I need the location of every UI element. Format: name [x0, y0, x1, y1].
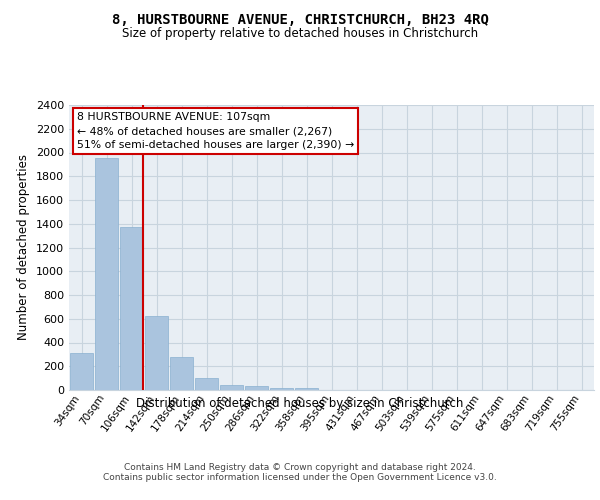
Bar — [195, 378, 218, 390]
Y-axis label: Number of detached properties: Number of detached properties — [17, 154, 31, 340]
Text: Contains public sector information licensed under the Open Government Licence v3: Contains public sector information licen… — [103, 472, 497, 482]
Text: Contains HM Land Registry data © Crown copyright and database right 2024.: Contains HM Land Registry data © Crown c… — [124, 462, 476, 471]
Text: Distribution of detached houses by size in Christchurch: Distribution of detached houses by size … — [136, 398, 464, 410]
Text: 8, HURSTBOURNE AVENUE, CHRISTCHURCH, BH23 4RQ: 8, HURSTBOURNE AVENUE, CHRISTCHURCH, BH2… — [112, 12, 488, 26]
Text: Size of property relative to detached houses in Christchurch: Size of property relative to detached ho… — [122, 28, 478, 40]
Bar — [120, 228, 143, 390]
Bar — [70, 352, 93, 390]
Text: 8 HURSTBOURNE AVENUE: 107sqm
← 48% of detached houses are smaller (2,267)
51% of: 8 HURSTBOURNE AVENUE: 107sqm ← 48% of de… — [77, 112, 354, 150]
Bar — [145, 316, 168, 390]
Bar — [245, 386, 268, 390]
Bar — [295, 388, 318, 390]
Bar — [220, 384, 243, 390]
Bar — [170, 358, 193, 390]
Bar — [270, 388, 293, 390]
Bar — [95, 158, 118, 390]
